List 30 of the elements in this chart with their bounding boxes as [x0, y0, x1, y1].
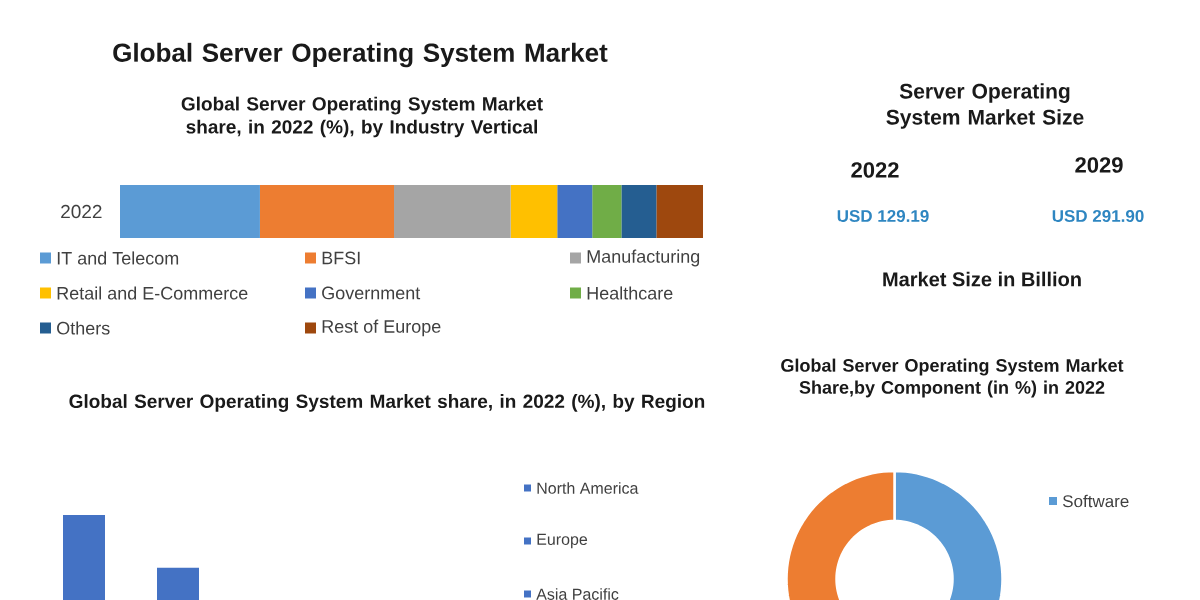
legend-label: Software — [1062, 494, 1129, 508]
text: Server Operating System Market Size — [886, 83, 1084, 129]
bar — [557, 185, 593, 238]
legend-label: Asia Pacific — [536, 588, 619, 600]
legend-label: Healthcare — [587, 286, 673, 300]
bar — [621, 185, 657, 238]
bar — [259, 185, 395, 238]
legend-label: Others — [57, 321, 110, 335]
legend-label: Rest of Europe — [322, 319, 441, 337]
text: USD 129.19 — [837, 209, 929, 223]
text: Market Size in Billion — [883, 271, 1081, 287]
legend-label: Manufacturing — [587, 249, 700, 267]
text: 2022 — [851, 162, 899, 178]
legend-label: BFSI — [322, 251, 360, 265]
chart-title: Global Server Operating System Market Share,by Component (in %) in 2022 — [781, 358, 1124, 398]
bar — [394, 185, 511, 238]
bar — [656, 185, 704, 238]
text: USD 291.90 — [1052, 209, 1144, 223]
bar — [510, 185, 558, 238]
legend-label: North America — [537, 482, 639, 494]
text: Global Server Operating System Market share, in 2022 (%), by Region — [69, 394, 705, 412]
chart-subtitle: Global Server Operating System Market share, in 2022 (%), by Industry Vertical — [181, 96, 543, 138]
chart-title: Global Server Operating System Market — [113, 42, 608, 68]
bar — [592, 185, 622, 238]
bar — [120, 185, 260, 238]
legend-label: IT and Telecom — [57, 251, 179, 265]
legend-label: Government — [322, 286, 421, 300]
legend-label: Europe — [537, 533, 588, 549]
text: 2029 — [1075, 157, 1123, 173]
legend-label: Retail and E-Commerce — [57, 286, 248, 300]
